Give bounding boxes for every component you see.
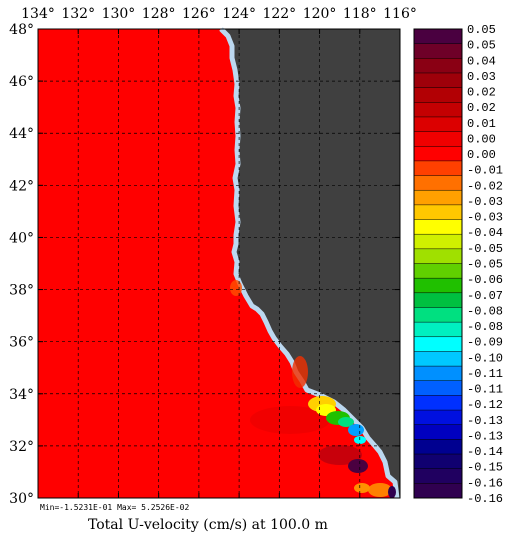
colorbar-label: 0.05 — [467, 39, 496, 53]
longitude-label: 128° — [142, 6, 176, 22]
colorbar-swatch — [414, 58, 462, 74]
colorbar-label: -0.03 — [467, 195, 503, 209]
colorbar-swatch — [414, 454, 462, 470]
colorbar-label: -0.13 — [467, 414, 503, 428]
colorbar-label: -0.02 — [467, 179, 503, 193]
figure-caption: Total U-velocity (cm/s) at 100.0 m — [88, 517, 328, 533]
colorbar-swatch — [414, 116, 462, 133]
longitude-label: 130° — [102, 6, 136, 22]
colorbar-swatch — [414, 204, 462, 221]
latitude-label: 46° — [9, 74, 34, 90]
colorbar-swatch — [414, 439, 462, 455]
colorbar-swatch — [414, 278, 462, 294]
colorbar-swatch — [414, 351, 462, 367]
nearshore-anomalies — [230, 280, 396, 498]
latitude-label: 30° — [9, 491, 34, 507]
colorbar-label: -0.03 — [467, 211, 503, 225]
colorbar-label: -0.13 — [467, 429, 503, 443]
colorbar-label: -0.07 — [467, 289, 503, 303]
colorbar-label: -0.16 — [467, 492, 503, 506]
colorbar-label: -0.10 — [467, 351, 503, 365]
colorbar-label: -0.08 — [467, 304, 503, 318]
colorbar-label: -0.05 — [467, 242, 503, 256]
colorbar-swatch — [414, 322, 462, 338]
colorbar-swatch — [414, 410, 462, 426]
latitude-labels: 48° 46° 44° 42° 40° 38° 36° 34° 32° 30° — [9, 22, 34, 507]
longitude-label: 122° — [262, 6, 296, 22]
colorbar-swatch — [414, 307, 462, 323]
colorbar-swatch — [414, 292, 462, 308]
colorbar-swatch — [414, 234, 462, 250]
colorbar-swatch — [414, 468, 462, 484]
colorbar-swatch — [414, 380, 462, 396]
min-max-readout: Min=-1.5231E-01 Max= 5.2526E-02 — [40, 503, 189, 512]
colorbar-swatch — [414, 175, 462, 191]
colorbar-swatch — [414, 248, 462, 264]
colorbar-label: -0.05 — [467, 258, 503, 272]
colorbar-label: -0.14 — [467, 445, 503, 459]
colorbar-label: -0.06 — [467, 273, 503, 287]
colorbar-swatch — [414, 43, 462, 59]
colorbar-frame — [413, 28, 463, 499]
colorbar-swatch — [414, 366, 462, 382]
colorbar-label: -0.01 — [467, 164, 503, 178]
latitude-label: 32° — [9, 439, 34, 455]
colorbar-label: 0.04 — [467, 54, 496, 68]
latitude-label: 42° — [9, 178, 34, 194]
longitude-label: 124° — [222, 6, 256, 22]
colorbar-label: -0.09 — [467, 336, 503, 350]
colorbar-swatch — [414, 146, 462, 162]
longitude-label: 120° — [303, 6, 337, 22]
colorbar-label: -0.08 — [467, 320, 503, 334]
colorbar-swatch — [414, 263, 462, 279]
colorbar-label: -0.11 — [467, 383, 503, 397]
colorbar-swatch — [414, 160, 462, 177]
map-panel: Min=-1.5231E-01 Max= 5.2526E-02 — [37, 27, 401, 512]
colorbar-label: -0.11 — [467, 367, 503, 381]
latitude-label: 40° — [9, 230, 34, 246]
longitude-label: 134° — [21, 6, 55, 22]
colorbar-label: -0.04 — [467, 226, 503, 240]
tick-marks — [37, 28, 401, 499]
colorbar-label: 0.00 — [467, 148, 496, 162]
coastal-fringe — [219, 27, 400, 499]
colorbar-swatch — [414, 424, 462, 440]
colorbar-label: 0.02 — [467, 101, 496, 115]
latitude-label: 48° — [9, 22, 34, 38]
latitude-label: 36° — [9, 335, 34, 351]
latitude-label: 34° — [9, 387, 34, 403]
colorbar-swatch — [414, 483, 462, 499]
land-mass — [221, 29, 400, 498]
colorbar-swatch — [414, 190, 462, 206]
colorbar-swatch — [414, 131, 462, 147]
colorbar-swatch — [414, 219, 462, 235]
colorbar-swatch — [414, 336, 462, 352]
colorbar-swatch — [414, 87, 462, 103]
colorbar-label: 0.01 — [467, 117, 496, 131]
latitude-label: 38° — [9, 283, 34, 299]
colorbar-label: 0.05 — [467, 23, 496, 37]
latitude-label: 44° — [9, 126, 34, 142]
colorbar-label: 0.03 — [467, 70, 496, 84]
longitude-labels: 134° 132° 130° 128° 126° 124° 122° 120° 118° 116° — [21, 6, 417, 22]
longitude-label: 116° — [383, 6, 417, 22]
graticule-grid — [38, 29, 400, 498]
colorbar-label: -0.12 — [467, 398, 503, 412]
longitude-label: 132° — [61, 6, 95, 22]
longitude-label: 126° — [182, 6, 216, 22]
colorbar-swatch — [414, 72, 462, 89]
colorbar-swatch — [414, 102, 462, 118]
colorbar-label: 0.00 — [467, 132, 496, 146]
colorbar: 0.050.050.040.030.020.020.010.000.00-0.0… — [413, 23, 503, 506]
colorbar-label: -0.15 — [467, 461, 503, 475]
longitude-label: 118° — [343, 6, 377, 22]
colorbar-swatch — [414, 29, 462, 45]
colorbar-label: -0.16 — [467, 476, 503, 490]
colorbar-swatch — [414, 395, 462, 411]
colorbar-label: 0.02 — [467, 86, 496, 100]
map-frame — [37, 28, 401, 499]
